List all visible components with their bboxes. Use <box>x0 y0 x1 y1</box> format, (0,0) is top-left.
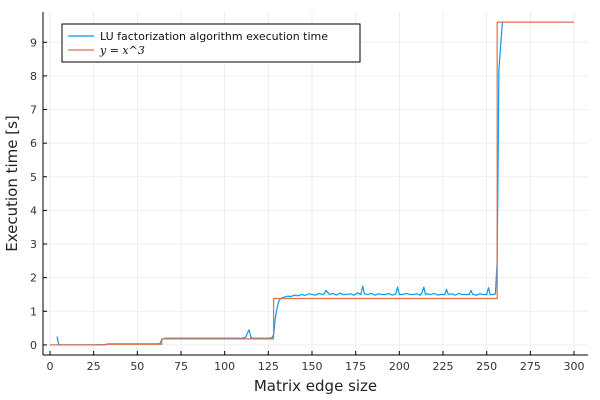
legend-box <box>61 23 361 63</box>
x-tick-label: 250 <box>476 360 497 373</box>
y-axis-label: Execution time [s] <box>3 115 21 252</box>
y-tick-label: 8 <box>30 70 37 83</box>
x-tick-label: 125 <box>258 360 279 373</box>
x-axis-label: Matrix edge size <box>254 377 377 395</box>
y-tick-label: 1 <box>30 305 37 318</box>
series-line-2 <box>49 21 575 346</box>
legend-label-1: LU factorization algorithm execution tim… <box>100 30 328 43</box>
x-tick-label: 200 <box>389 360 410 373</box>
x-tick-label: 0 <box>46 360 53 373</box>
x-tick-label: 225 <box>433 360 454 373</box>
series-layer <box>49 21 575 346</box>
x-tick-label: 150 <box>302 360 323 373</box>
y-tick-label: 0 <box>30 339 37 352</box>
y-tick-label: 4 <box>30 204 37 217</box>
x-tick-label: 50 <box>130 360 144 373</box>
x-tick-label: 300 <box>564 360 585 373</box>
legend-label-2: y = x^3 <box>99 44 145 57</box>
x-tick-label: 25 <box>87 360 101 373</box>
axes <box>42 12 588 356</box>
x-tick-label: 275 <box>520 360 541 373</box>
y-tick-label: 5 <box>30 171 37 184</box>
y-tick-label: 3 <box>30 238 37 251</box>
legend: LU factorization algorithm execution tim… <box>61 23 361 63</box>
x-tick-label: 175 <box>345 360 366 373</box>
y-tick-label: 7 <box>30 104 37 117</box>
y-tick-label: 9 <box>30 36 37 49</box>
y-tick-label: 6 <box>30 137 37 150</box>
ticks: 0 25 50 75 100 125 150 175 200 225 250 275 300 0 1 2 3 4 5… <box>30 36 585 373</box>
x-tick-label: 100 <box>214 360 235 373</box>
y-tick-label: 2 <box>30 272 37 285</box>
x-tick-label: 75 <box>174 360 188 373</box>
